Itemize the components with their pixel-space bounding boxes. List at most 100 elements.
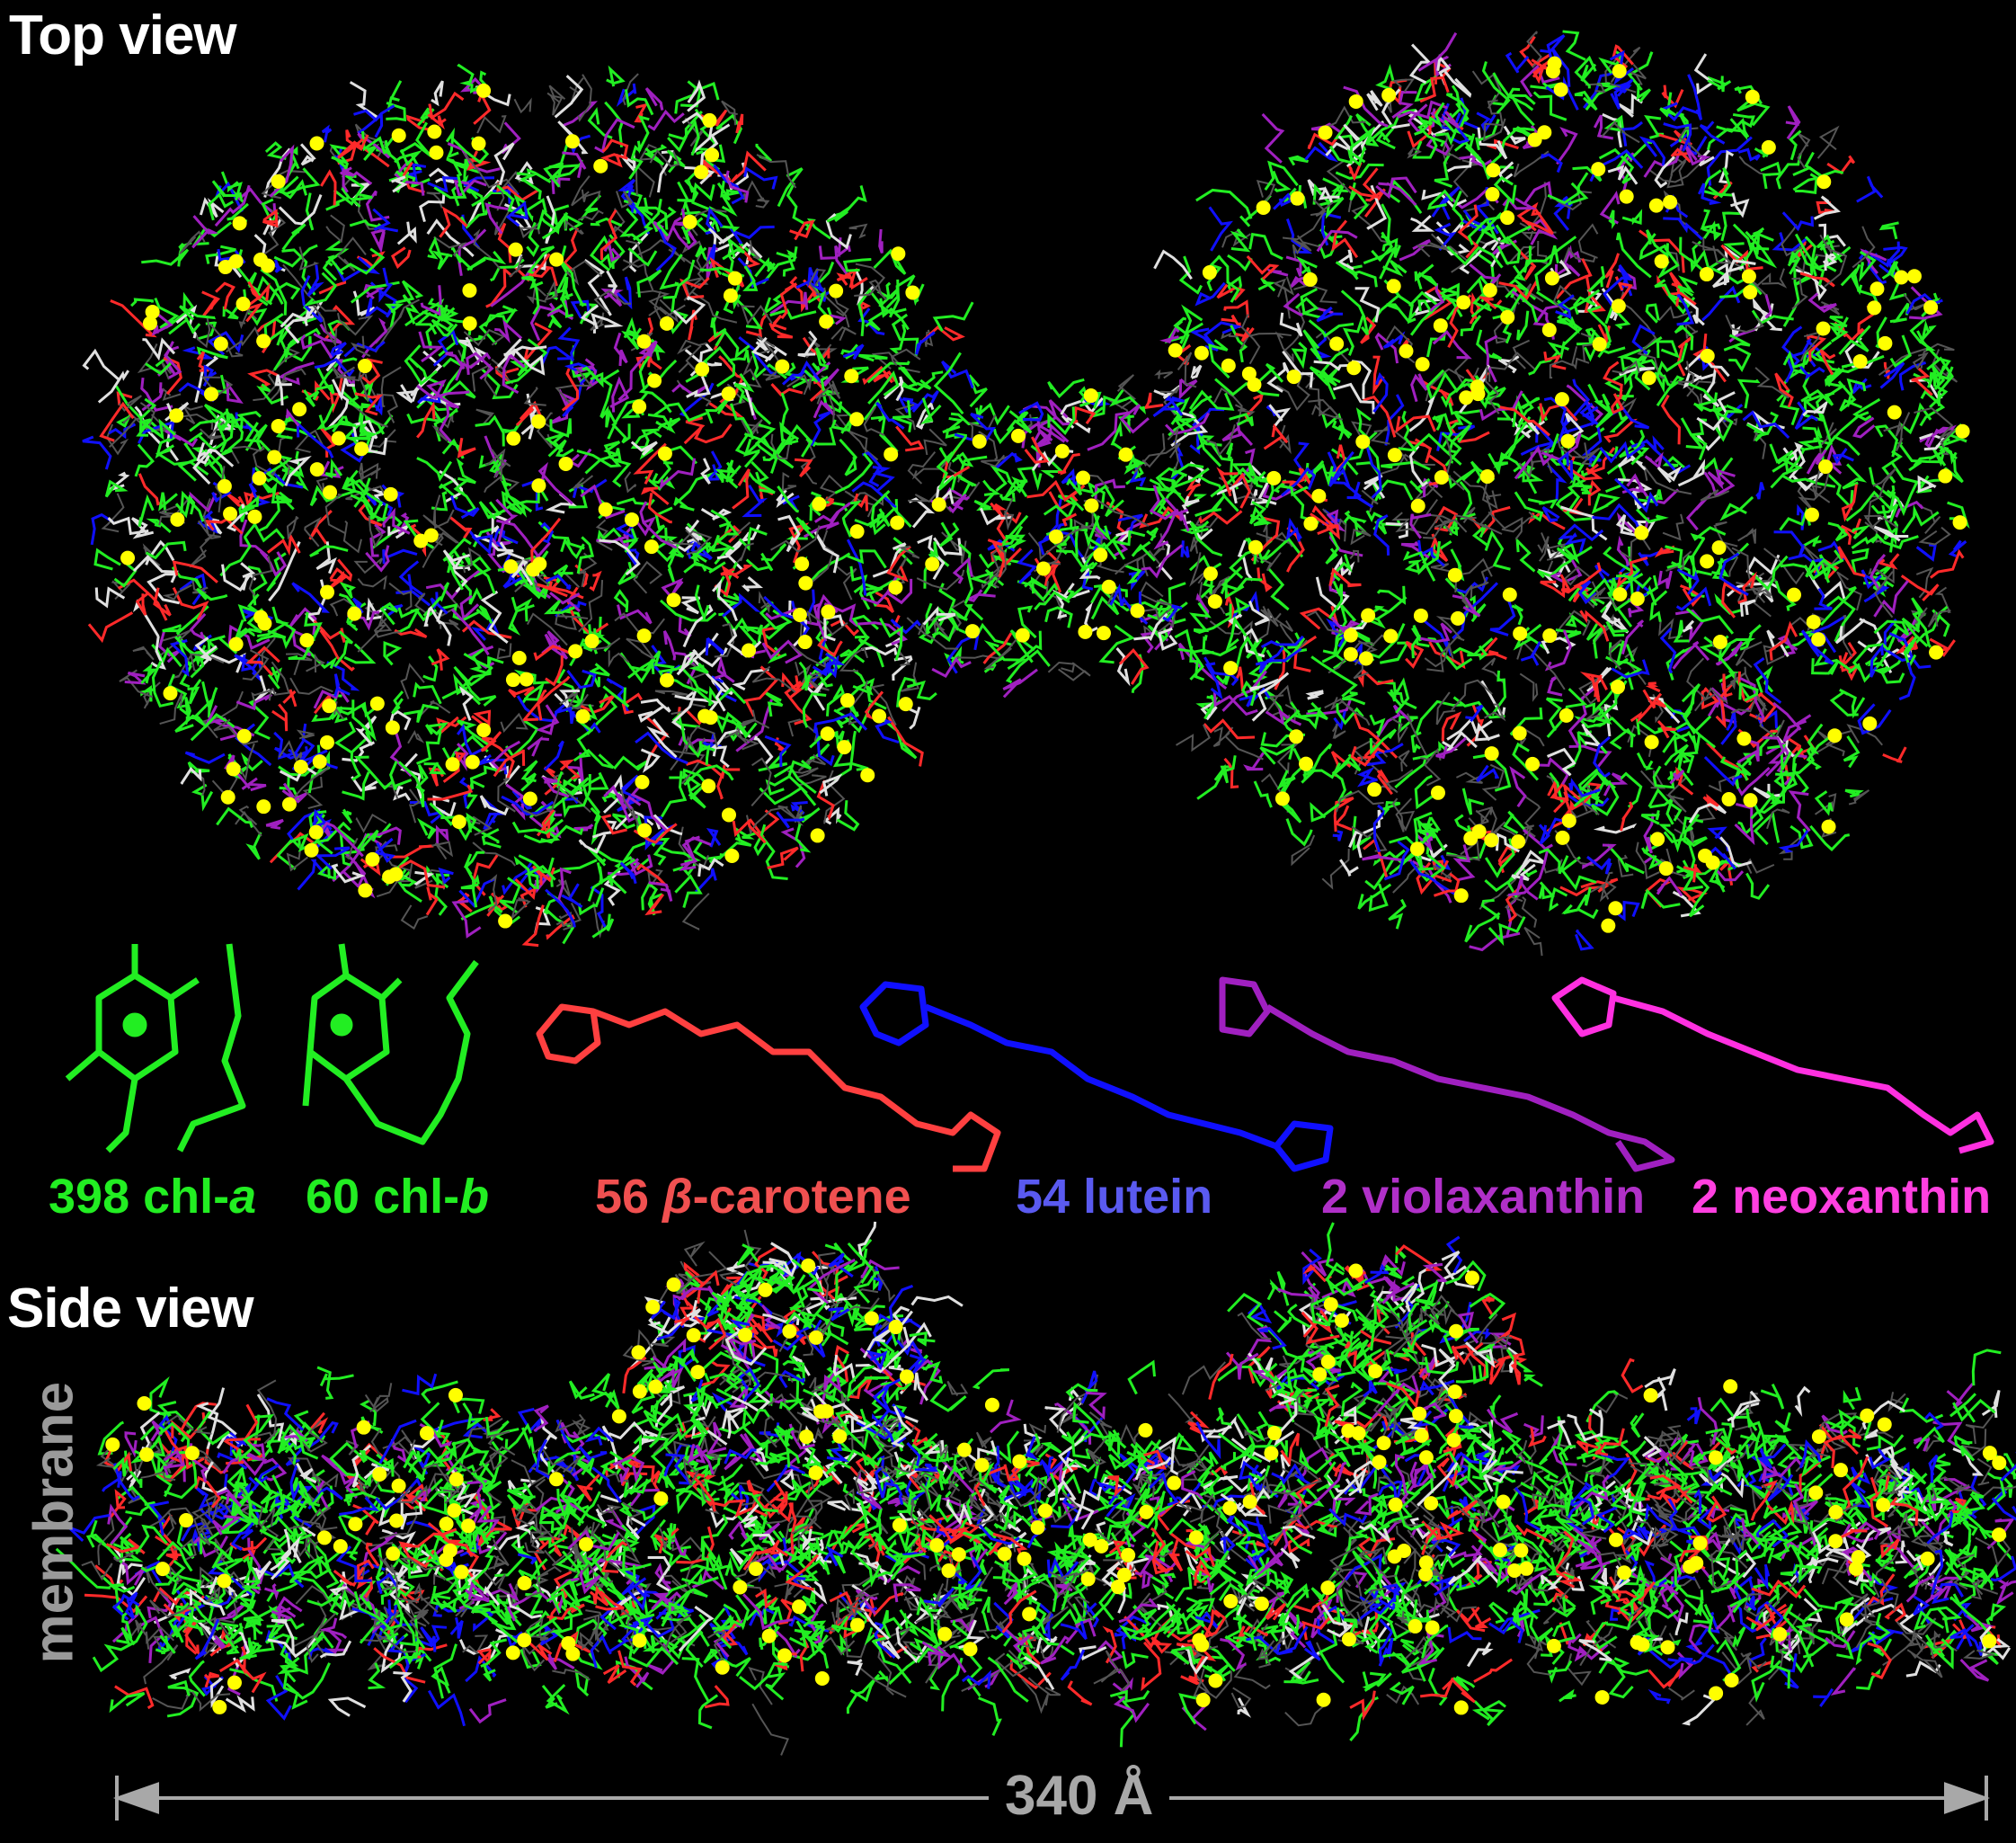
top-fragment [1749, 272, 1772, 296]
top-fragment [1425, 498, 1455, 529]
mg-atom [228, 254, 244, 269]
top-fragment [1345, 641, 1367, 666]
mg-atom [702, 112, 717, 128]
top-fragment [1772, 232, 1809, 252]
top-fragment [1445, 438, 1465, 491]
top-fragment [1434, 505, 1459, 532]
top-fragment [672, 296, 706, 325]
top-fragment [1874, 571, 1894, 619]
top-fragment [117, 578, 168, 621]
top-fragment [866, 361, 910, 384]
mg-atom [965, 624, 981, 639]
top-fragment [661, 770, 688, 818]
top-fragment [839, 438, 857, 476]
top-fragment [418, 331, 444, 363]
top-fragment [1912, 352, 1929, 370]
top-fragment [1480, 211, 1503, 233]
top-fragment [146, 518, 172, 533]
top-fragment [547, 303, 564, 329]
top-fragment [811, 361, 840, 387]
top-fragment [742, 395, 772, 425]
mg-atom [812, 496, 827, 512]
mg-atom [1035, 561, 1051, 576]
side-fragment [1898, 1397, 1944, 1423]
top-fragment [620, 789, 640, 826]
top-fragment [403, 703, 440, 724]
mg-atom [837, 740, 852, 755]
top-fragment [1459, 481, 1476, 521]
top-fragment [725, 459, 742, 483]
top-fragment [1474, 722, 1500, 742]
top-fragment [1374, 332, 1399, 364]
top-fragment [158, 492, 178, 513]
top-fragment [315, 541, 337, 574]
top-fragment [1920, 319, 1936, 352]
top-fragment [1347, 161, 1363, 182]
side-fragment [451, 1397, 485, 1414]
side-fragment [458, 1564, 476, 1593]
top-fragment [291, 582, 330, 613]
top-fragment [1017, 580, 1059, 602]
top-fragment [679, 530, 713, 556]
top-fragment [1452, 844, 1476, 882]
top-fragment [555, 610, 577, 631]
top-fragment [1605, 620, 1629, 637]
top-fragment [1684, 145, 1711, 166]
top-fragment [1429, 533, 1449, 563]
top-fragment [234, 619, 256, 640]
top-fragment [611, 208, 631, 238]
top-fragment [1509, 766, 1527, 808]
top-fragment [1677, 361, 1695, 383]
top-fragment [1266, 684, 1292, 712]
mg-atom [1355, 434, 1371, 450]
top-fragment [1061, 467, 1081, 490]
top-fragment [931, 622, 957, 643]
top-fragment [808, 268, 827, 297]
top-fragment [573, 748, 615, 770]
top-fragment [469, 765, 502, 789]
top-fragment [1677, 275, 1698, 298]
top-fragment [1468, 505, 1511, 535]
top-fragment [326, 661, 360, 691]
top-fragment [1332, 830, 1344, 841]
top-fragment [1216, 467, 1239, 497]
top-fragment [1607, 165, 1639, 185]
top-fragment [1109, 583, 1138, 618]
top-fragment [1861, 569, 1882, 590]
top-fragment [1230, 463, 1262, 484]
top-fragment [1108, 389, 1146, 415]
top-fragment [1348, 167, 1381, 200]
top-fragment [1293, 283, 1337, 304]
top-fragment [693, 423, 733, 444]
top-fragment [1274, 649, 1286, 690]
top-fragment [342, 469, 370, 508]
top-fragment [593, 839, 652, 865]
top-fragment [1707, 167, 1732, 199]
top-fragment [216, 806, 253, 828]
mg-atom [1612, 64, 1627, 79]
top-fragment [1385, 521, 1408, 539]
top-fragment [260, 268, 288, 316]
top-fragment [1006, 410, 1033, 434]
top-fragment [968, 414, 997, 440]
top-fragment [813, 712, 868, 734]
top-fragment [1521, 896, 1538, 928]
top-fragment [413, 681, 442, 705]
top-fragment [323, 305, 356, 342]
top-fragment [407, 355, 445, 387]
top-fragment [1375, 176, 1417, 200]
mg-atom [1721, 791, 1736, 806]
top-fragment [781, 471, 797, 492]
top-fragment [142, 337, 176, 361]
top-fragment [190, 653, 225, 672]
top-fragment [787, 760, 813, 795]
top-fragment [1693, 402, 1727, 423]
top-fragment [247, 369, 279, 389]
top-fragment [1259, 743, 1295, 765]
side-fragment [857, 1221, 877, 1260]
top-fragment [364, 298, 388, 320]
top-fragment [1382, 260, 1408, 277]
top-fragment [391, 175, 408, 193]
top-fragment [1700, 489, 1730, 502]
top-fragment [1588, 586, 1618, 609]
